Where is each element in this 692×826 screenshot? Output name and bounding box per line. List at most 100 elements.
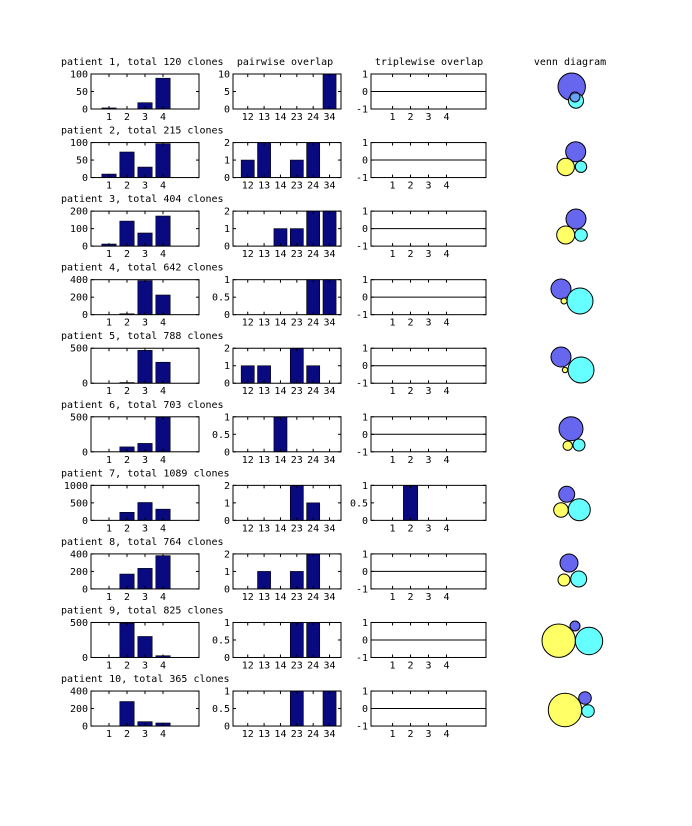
x-tick-label: 34	[324, 523, 336, 534]
y-tick-label: 0	[82, 722, 88, 733]
x-tick-label: 3	[142, 455, 148, 466]
x-tick-label: 2	[408, 181, 414, 192]
counts-axes: 0 500 1 2 3 4	[70, 412, 200, 466]
x-tick-label: 3	[142, 592, 148, 603]
x-tick-label: 13	[258, 455, 270, 466]
x-tick-label: 12	[242, 523, 254, 534]
x-tick-label: 1	[106, 181, 112, 192]
y-tick-label: -1	[356, 379, 368, 390]
x-tick-label: 2	[124, 181, 130, 192]
venn-circle	[562, 440, 573, 451]
y-tick-label: 0	[82, 653, 88, 664]
triplewise-axes: -1 0 1 1 2 3 4	[356, 275, 487, 329]
x-tick-label: 1	[390, 112, 396, 123]
bar	[306, 553, 321, 590]
x-tick-label: 24	[307, 318, 319, 329]
y-tick-label: 2	[224, 344, 230, 355]
patient-title: patient 10, total 365 clones	[61, 674, 230, 685]
x-tick-label: 4	[160, 181, 166, 192]
x-tick-label: 2	[408, 455, 414, 466]
y-tick-label: -1	[356, 722, 368, 733]
y-tick-label: 1	[224, 156, 230, 167]
venn-diagram	[557, 553, 588, 588]
x-tick-label: 2	[408, 592, 414, 603]
y-tick-label: 1	[362, 481, 368, 492]
x-tick-label: 34	[324, 729, 336, 740]
x-tick-label: 23	[291, 592, 303, 603]
y-tick-label: 1	[362, 412, 368, 423]
y-tick-label: 100	[70, 138, 88, 149]
y-tick-label: 100	[70, 224, 88, 235]
y-tick-label: 1	[362, 344, 368, 355]
x-tick-label: 3	[425, 455, 431, 466]
x-tick-label: 12	[242, 318, 254, 329]
x-tick-label: 1	[390, 660, 396, 671]
triplewise-axes: -1 0 1 1 2 3 4	[356, 138, 487, 192]
bar	[137, 636, 153, 658]
x-tick-label: 34	[324, 455, 336, 466]
x-tick-label: 3	[142, 660, 148, 671]
x-tick-label: 13	[258, 729, 270, 740]
x-tick-label: 24	[307, 523, 319, 534]
y-tick-label: 0	[82, 379, 88, 390]
x-tick-label: 2	[124, 318, 130, 329]
x-tick-label: 24	[307, 112, 319, 123]
triplewise-axes: -1 0 1 1 2 3 4	[356, 344, 487, 397]
y-tick-label: -1	[356, 105, 368, 116]
y-tick-label: 1	[224, 224, 230, 235]
bar	[322, 279, 337, 315]
bar	[119, 622, 135, 658]
y-tick-label: 0	[224, 447, 230, 458]
y-tick-label: 0.5	[212, 635, 230, 646]
venn-diagram	[550, 346, 595, 384]
x-tick-label: 4	[443, 592, 449, 603]
bar	[289, 690, 304, 727]
x-tick-label: 13	[258, 181, 270, 192]
x-tick-label: 12	[242, 660, 254, 671]
x-tick-label: 2	[124, 523, 130, 534]
x-tick-label: 34	[324, 660, 336, 671]
venn-circle	[558, 485, 576, 503]
bar	[322, 73, 337, 110]
bar	[257, 142, 271, 178]
x-tick-label: 3	[425, 386, 431, 397]
x-tick-label: 4	[443, 523, 449, 534]
y-tick-label: 0	[362, 567, 368, 578]
y-tick-label: 1	[224, 567, 230, 578]
y-tick-label: -1	[356, 310, 368, 321]
pairwise-axes: 0 0.5 1 12 13 14 23 24 34	[212, 618, 342, 671]
counts-axes: 0 200 400 1 2 3 4	[70, 687, 200, 740]
venn-diagram	[556, 208, 588, 245]
x-tick-label: 1	[390, 455, 396, 466]
y-tick-label: 2	[224, 549, 230, 560]
x-tick-label: 4	[443, 386, 449, 397]
venn-diagram	[558, 416, 586, 452]
x-tick-label: 3	[425, 181, 431, 192]
bar	[155, 361, 171, 384]
x-tick-label: 14	[274, 729, 286, 740]
triplewise-axes: -1 0 1 1 2 3 4	[356, 549, 487, 603]
venn-circle	[566, 287, 594, 315]
x-tick-label: 2	[408, 729, 414, 740]
triplewise-title: triplewise overlap	[375, 57, 483, 68]
venn-circle	[561, 366, 569, 374]
x-tick-label: 2	[408, 318, 414, 329]
x-tick-label: 14	[274, 592, 286, 603]
x-tick-label: 2	[124, 660, 130, 671]
patient-title: patient 5, total 788 clones	[61, 331, 224, 342]
x-tick-label: 1	[390, 592, 396, 603]
y-tick-label: 1	[362, 138, 368, 149]
x-tick-label: 2	[124, 455, 130, 466]
y-tick-label: 0	[224, 173, 230, 184]
y-tick-label: 200	[70, 704, 88, 715]
venn-circle	[567, 356, 595, 384]
y-tick-label: 1	[362, 687, 368, 698]
y-tick-label: 0	[362, 430, 368, 441]
y-tick-label: 0	[362, 635, 368, 646]
x-tick-label: 34	[324, 386, 336, 397]
